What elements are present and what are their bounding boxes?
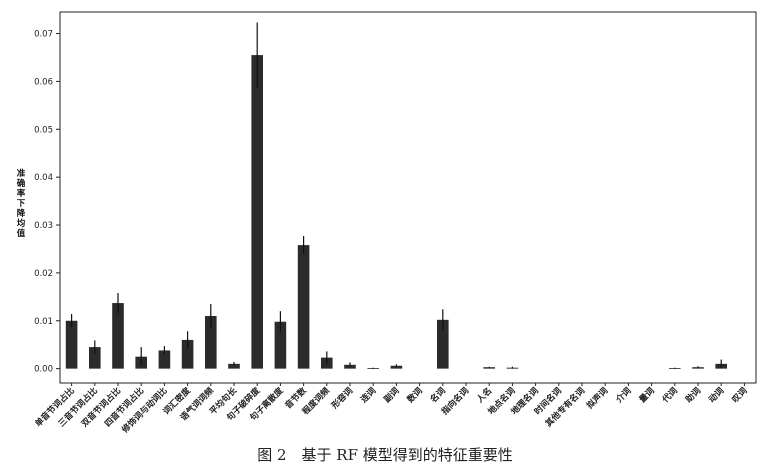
y-axis-ticks: 0.00 0.01 0.02 0.03 0.04 0.05 0.06 0.07 <box>34 30 60 375</box>
x-tick-label: 代词 <box>659 385 680 406</box>
bar <box>297 245 310 369</box>
bar <box>112 303 124 369</box>
x-tick-label: 拟声词 <box>585 385 611 411</box>
x-tick-label: 介词 <box>613 385 634 406</box>
x-tick-label: 数词 <box>405 385 425 405</box>
y-tick-label: 0.01 <box>34 317 53 327</box>
x-axis-ticks: 单音节词占比三音节词占比双音节词占比四音节词占比修饰词与动词比词汇密度语气词词频… <box>33 383 750 436</box>
plot-frame <box>59 11 757 384</box>
x-tick-label: 形容词 <box>329 385 355 411</box>
bars <box>65 22 727 369</box>
figure-caption: 图 2 基于 RF 模型得到的特征重要性 <box>257 446 513 464</box>
y-tick-label: 0.03 <box>34 221 53 231</box>
y-tick-label: 0.07 <box>34 30 53 40</box>
bar <box>65 320 78 369</box>
feature-importance-chart: 0.00 0.01 0.02 0.03 0.04 0.05 0.06 0.07 单音节词占比三… <box>17 11 757 436</box>
bar <box>437 319 449 369</box>
x-tick-label: 副词 <box>382 385 402 405</box>
y-tick-label: 0.00 <box>34 365 53 375</box>
y-tick-label: 0.06 <box>34 77 53 87</box>
bar <box>483 367 495 369</box>
x-tick-label: 助词 <box>683 385 703 405</box>
x-tick-label: 量词 <box>637 385 657 405</box>
x-tick-label: 叹词 <box>730 385 750 405</box>
bar <box>274 321 287 369</box>
x-tick-label: 连词 <box>359 385 379 405</box>
y-axis-label-text: 准确率下降均值 <box>17 168 26 239</box>
x-tick-label: 名词 <box>428 385 448 405</box>
x-tick-label: 人名 <box>475 385 495 405</box>
bar <box>158 350 171 369</box>
y-axis-label: 准确率下降均值 <box>17 168 26 239</box>
bar <box>181 339 194 369</box>
bar <box>89 347 101 369</box>
y-tick-label: 0.05 <box>34 125 53 135</box>
y-tick-label: 0.02 <box>34 269 53 279</box>
bar <box>228 363 240 369</box>
bar <box>251 55 263 369</box>
x-tick-label: 动词 <box>707 385 727 405</box>
y-tick-label: 0.04 <box>34 173 53 183</box>
bar <box>205 315 217 369</box>
